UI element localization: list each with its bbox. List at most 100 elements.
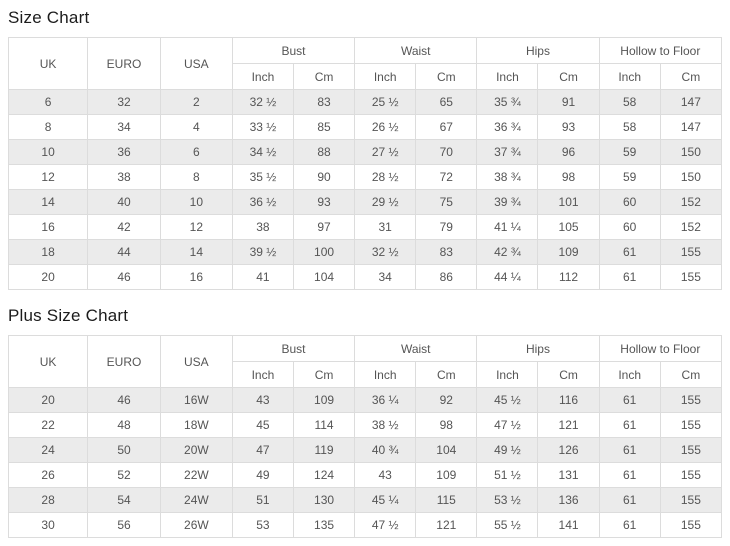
group-header-hips: Hips: [476, 37, 600, 64]
group-header-bust: Bust: [231, 37, 356, 64]
table-cell: 24: [7, 437, 89, 463]
table-cell: 98: [415, 412, 478, 438]
table-cell: 152: [659, 189, 723, 215]
table-cell: 33 ½: [231, 114, 294, 140]
table-cell: 14: [7, 189, 89, 215]
table-cell: 43: [354, 462, 417, 488]
table-cell: 28: [7, 487, 89, 513]
sub-header-inch: Inch: [231, 361, 294, 388]
table-cell: 26W: [159, 512, 233, 538]
table-row: 30 56 26W 53 135 47 ½ 121 55 ½ 141 61 155: [7, 512, 723, 538]
table-cell: 114: [292, 412, 356, 438]
table-cell: 34: [87, 114, 161, 140]
table-cell: 26: [7, 462, 89, 488]
size-chart-table: UK EURO USA Bust Waist Hips Hollow to Floor Inc…: [7, 37, 723, 290]
col-header-euro: EURO: [87, 37, 161, 90]
sub-header-inch: Inch: [476, 63, 539, 90]
sub-header-cm: Cm: [537, 63, 600, 90]
table-cell: 20W: [159, 437, 233, 463]
table-cell: 39 ½: [231, 239, 294, 265]
sub-header-inch: Inch: [598, 63, 661, 90]
table-cell: 61: [598, 462, 661, 488]
sub-header-cm: Cm: [415, 63, 478, 90]
table-cell: 90: [292, 164, 356, 190]
sub-header-inch: Inch: [476, 361, 539, 388]
table-cell: 50: [87, 437, 161, 463]
table-cell: 97: [292, 214, 356, 240]
table-cell: 130: [292, 487, 356, 513]
table-cell: 58: [598, 114, 661, 140]
table-cell: 109: [292, 387, 356, 413]
table-cell: 56: [87, 512, 161, 538]
table-cell: 79: [415, 214, 478, 240]
plus-size-chart-section: Plus Size Chart UK EURO USA Bust Waist Hips Ho…: [7, 306, 723, 538]
table-cell: 24W: [159, 487, 233, 513]
table-cell: 6: [159, 139, 233, 165]
group-header-waist: Waist: [354, 37, 478, 64]
col-header-euro: EURO: [87, 335, 161, 388]
table-cell: 41 ¼: [476, 214, 539, 240]
table-cell: 10: [159, 189, 233, 215]
table-cell: 51: [231, 487, 294, 513]
table-cell: 61: [598, 512, 661, 538]
table-cell: 40 ¾: [354, 437, 417, 463]
table-cell: 47: [231, 437, 294, 463]
table-row: 26 52 22W 49 124 43 109 51 ½ 131 61 155: [7, 462, 723, 488]
table-cell: 86: [415, 264, 478, 290]
table-cell: 20: [7, 264, 89, 290]
table-cell: 85: [292, 114, 356, 140]
table-cell: 47 ½: [354, 512, 417, 538]
table-cell: 36 ½: [231, 189, 294, 215]
table-cell: 105: [537, 214, 600, 240]
table-cell: 53 ½: [476, 487, 539, 513]
table-cell: 12: [159, 214, 233, 240]
table-row: 12 38 8 35 ½ 90 28 ½ 72 38 ¾ 98 59 150: [7, 164, 723, 190]
table-cell: 34: [354, 264, 417, 290]
table-cell: 121: [537, 412, 600, 438]
table-cell: 109: [537, 239, 600, 265]
table-cell: 135: [292, 512, 356, 538]
table-cell: 88: [292, 139, 356, 165]
table-cell: 67: [415, 114, 478, 140]
table-cell: 22: [7, 412, 89, 438]
sub-header-cm: Cm: [659, 361, 723, 388]
table-cell: 155: [659, 437, 723, 463]
table-cell: 93: [292, 189, 356, 215]
table-cell: 121: [415, 512, 478, 538]
table-cell: 25 ½: [354, 89, 417, 115]
table-cell: 61: [598, 239, 661, 265]
table-cell: 32 ½: [354, 239, 417, 265]
table-cell: 27 ½: [354, 139, 417, 165]
table-cell: 116: [537, 387, 600, 413]
table-row: 28 54 24W 51 130 45 ¼ 115 53 ½ 136 61 155: [7, 487, 723, 513]
table-cell: 48: [87, 412, 161, 438]
sub-header-inch: Inch: [354, 63, 417, 90]
table-row: 10 36 6 34 ½ 88 27 ½ 70 37 ¾ 96 59 150: [7, 139, 723, 165]
col-header-usa: USA: [159, 37, 233, 90]
table-cell: 124: [292, 462, 356, 488]
table-cell: 59: [598, 164, 661, 190]
table-cell: 52: [87, 462, 161, 488]
table-cell: 72: [415, 164, 478, 190]
table-cell: 147: [659, 89, 723, 115]
table-cell: 92: [415, 387, 478, 413]
table-cell: 8: [7, 114, 89, 140]
table-cell: 58: [598, 89, 661, 115]
table-row: 20 46 16W 43 109 36 ¼ 92 45 ½ 116 61 155: [7, 387, 723, 413]
table-cell: 45 ½: [476, 387, 539, 413]
table-cell: 119: [292, 437, 356, 463]
table-cell: 38 ¾: [476, 164, 539, 190]
table-cell: 49: [231, 462, 294, 488]
table-cell: 65: [415, 89, 478, 115]
sub-header-cm: Cm: [292, 63, 356, 90]
table-cell: 104: [415, 437, 478, 463]
col-header-usa: USA: [159, 335, 233, 388]
sub-header-cm: Cm: [537, 361, 600, 388]
table-cell: 39 ¾: [476, 189, 539, 215]
table-cell: 10: [7, 139, 89, 165]
table-cell: 61: [598, 387, 661, 413]
table-cell: 45: [231, 412, 294, 438]
table-cell: 155: [659, 239, 723, 265]
sub-header-inch: Inch: [598, 361, 661, 388]
table-cell: 131: [537, 462, 600, 488]
